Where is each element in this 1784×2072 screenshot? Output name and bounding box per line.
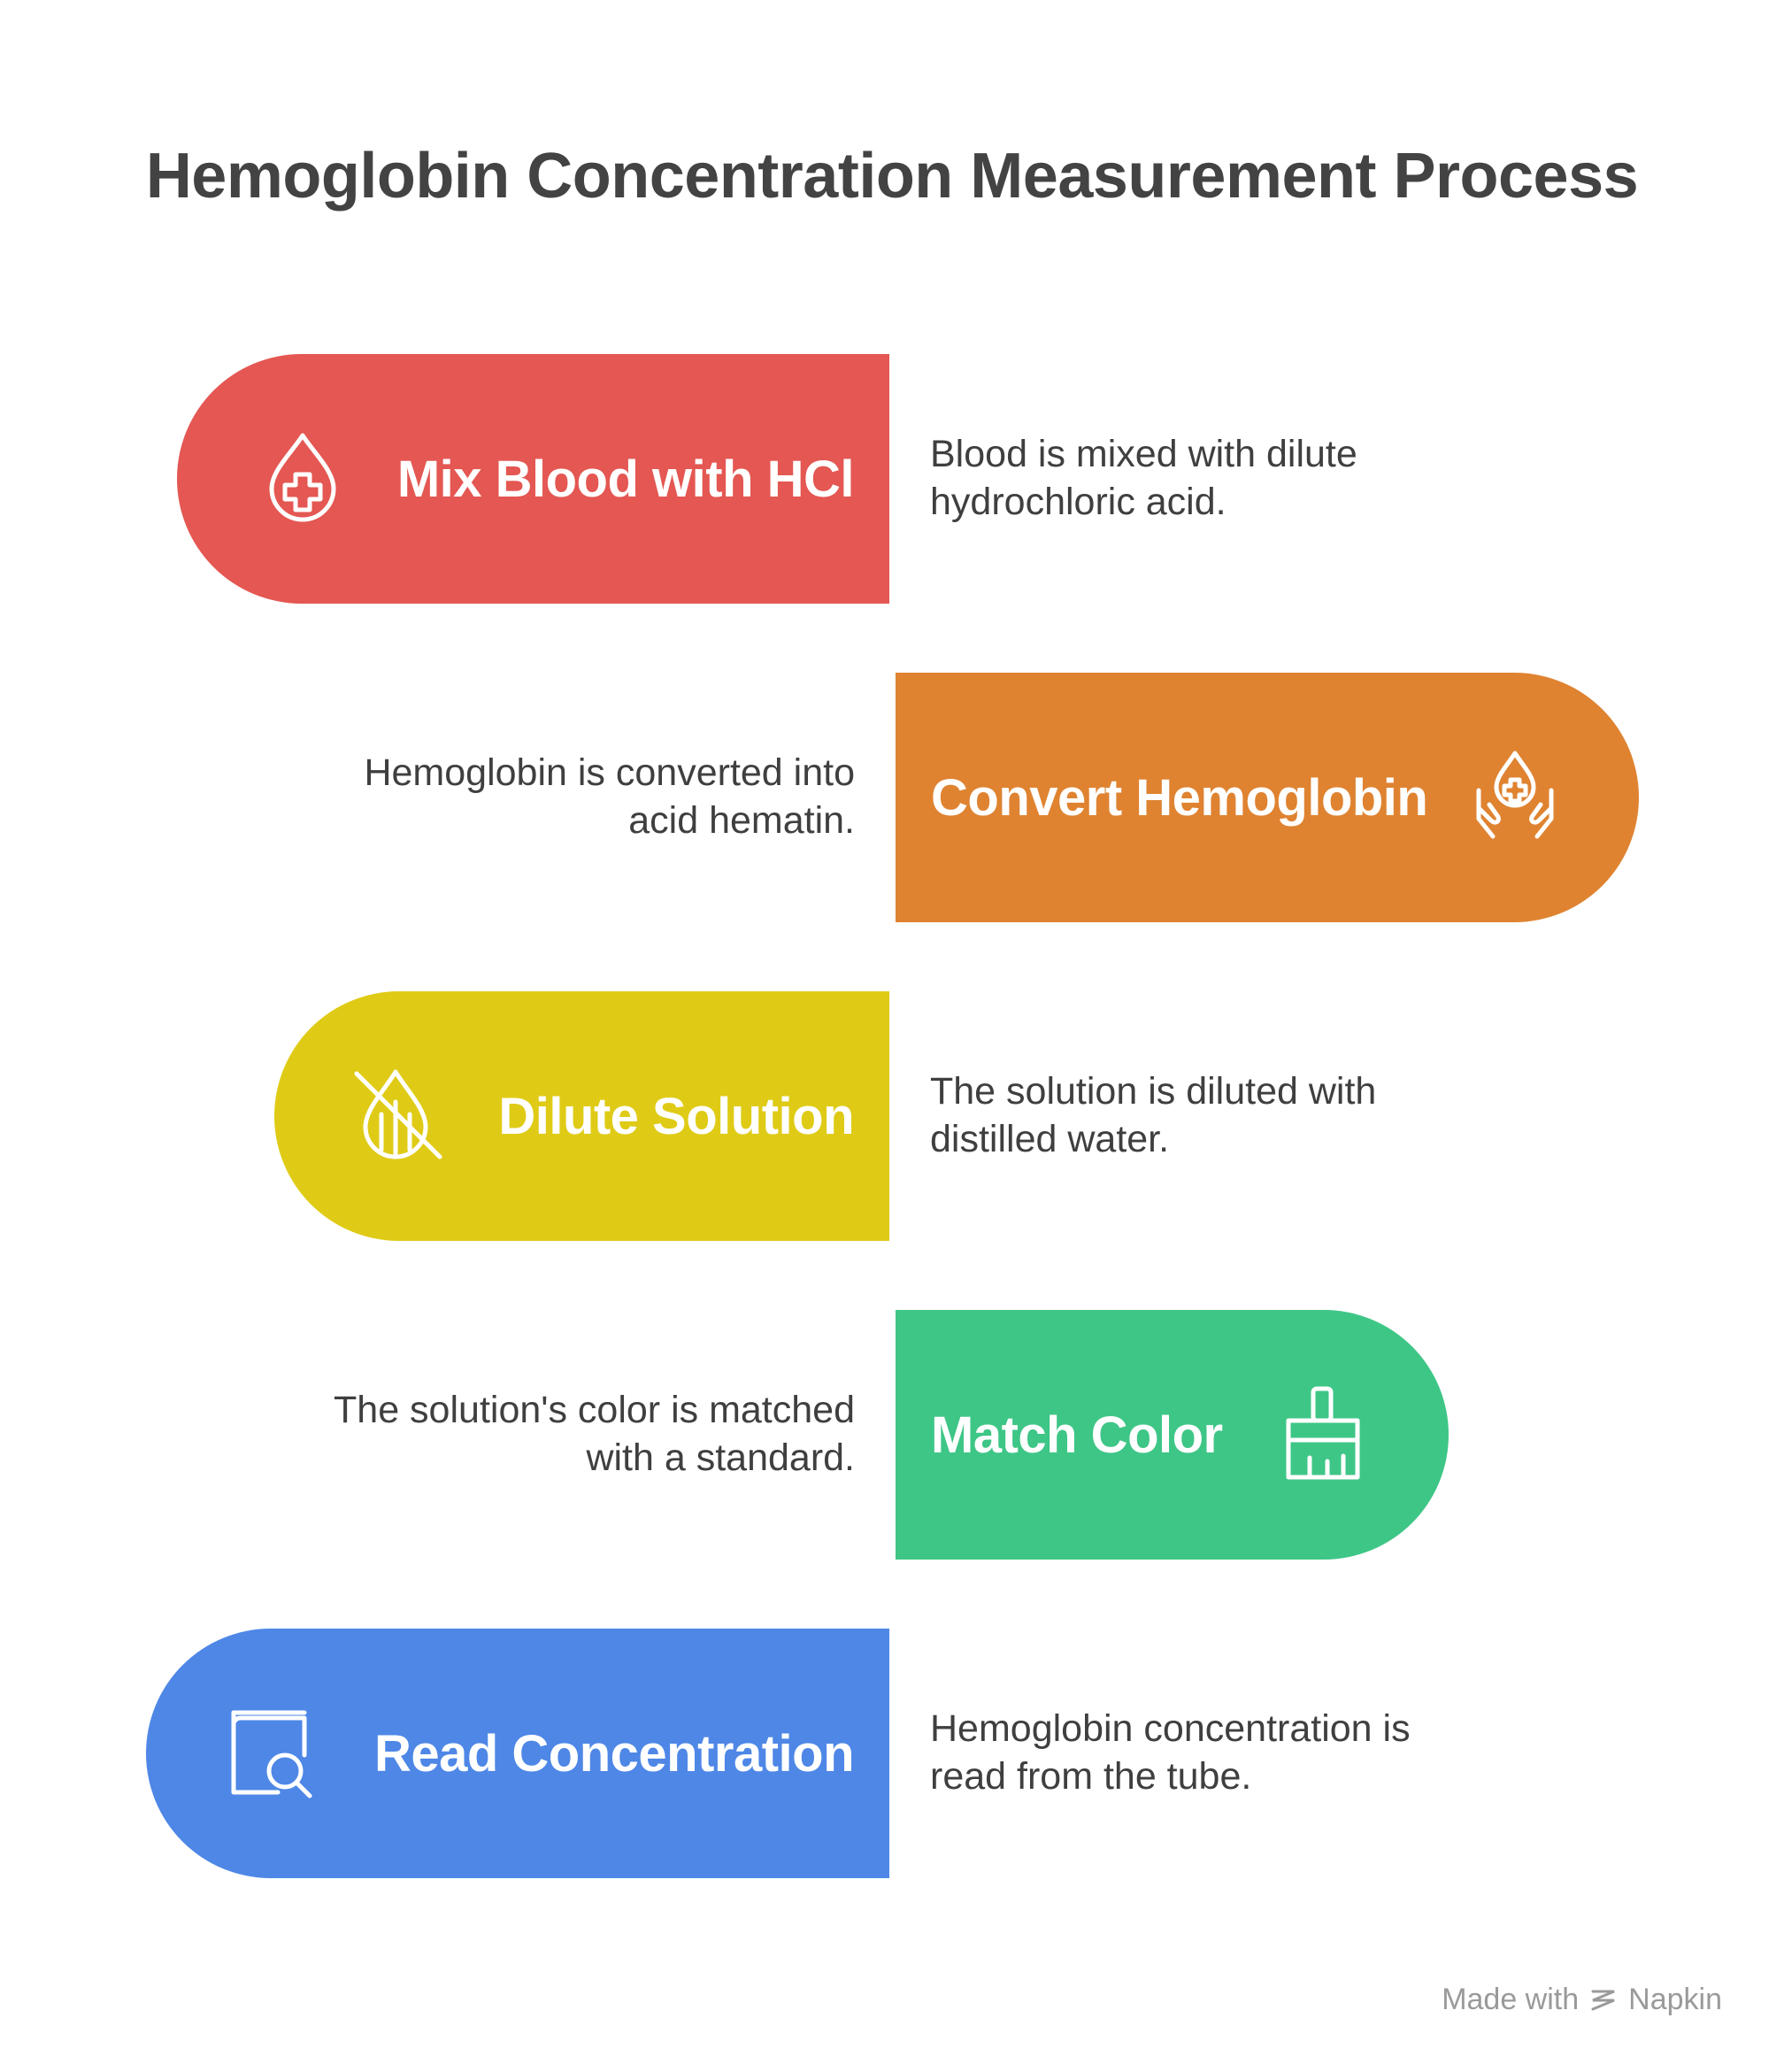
paint-brush-icon: [1274, 1385, 1372, 1483]
blood-drop-plus-icon: [254, 428, 351, 526]
step-4-label: Match Color: [931, 1406, 1223, 1464]
step-2-pill: Convert Hemoglobin: [896, 673, 1639, 922]
step-5-pill: Read Concentration: [146, 1629, 889, 1878]
step-1-label: Mix Blood with HCl: [396, 450, 855, 508]
footer-credit: Made with Napkin: [1442, 1983, 1722, 2017]
step-2-label: Convert Hemoglobin: [931, 768, 1428, 827]
step-2-description: Hemoglobin is converted into acid hemati…: [364, 751, 855, 842]
made-with-text: Made with: [1442, 1983, 1580, 2016]
step-5-label: Read Concentration: [373, 1724, 855, 1783]
step-3-description: The solution is diluted with distilled w…: [930, 1070, 1377, 1160]
step-5-description: Hemoglobin concentration is read from th…: [930, 1707, 1411, 1798]
step-1-description: Blood is mixed with dilute hydrochloric …: [930, 433, 1357, 523]
step-3-pill: Dilute Solution: [274, 991, 889, 1241]
book-search-icon: [221, 1704, 319, 1801]
step-4-description: The solution's color is matched with a s…: [334, 1389, 855, 1479]
hands-holding-blood-drop-icon: [1466, 748, 1564, 845]
page-title: Hemoglobin Concentration Measurement Pro…: [145, 141, 1639, 212]
napkin-logo-icon: [1588, 1984, 1619, 2016]
napkin-brand-text: Napkin: [1628, 1983, 1722, 2016]
step-3-label: Dilute Solution: [498, 1087, 854, 1145]
drop-slash-icon: [350, 1067, 447, 1164]
